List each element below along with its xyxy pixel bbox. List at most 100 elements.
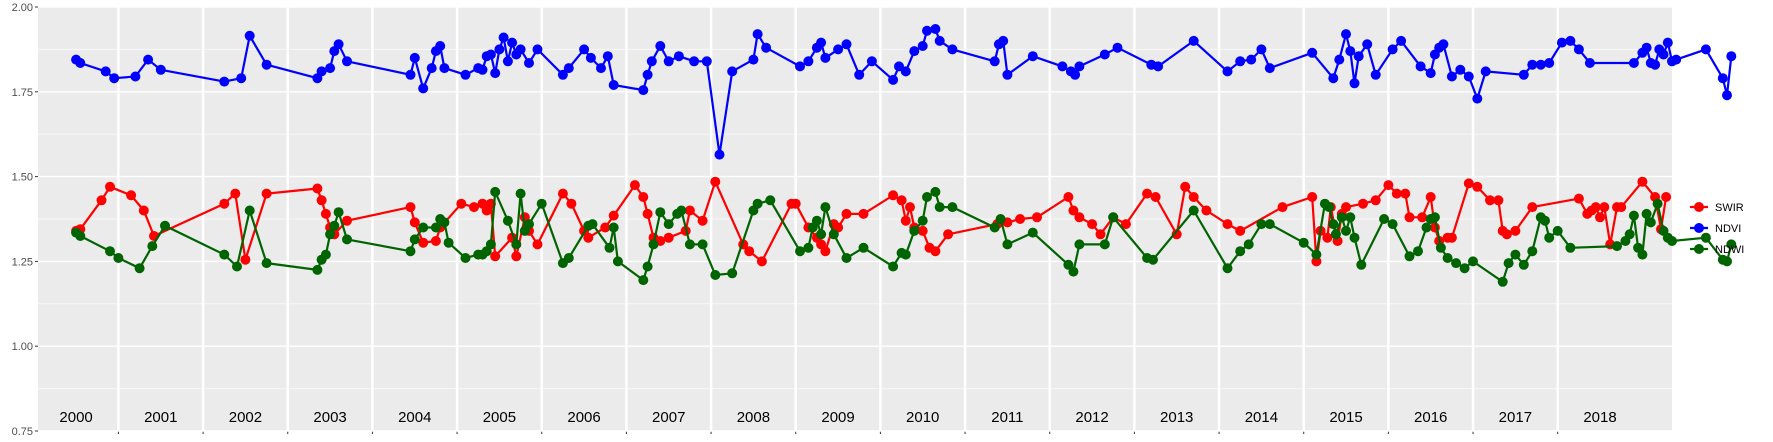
data-point — [646, 56, 657, 67]
data-point — [1717, 73, 1728, 84]
data-point — [947, 44, 958, 55]
legend-key-point — [1694, 223, 1704, 233]
data-point — [469, 202, 479, 213]
data-point — [1722, 90, 1732, 101]
data-point — [816, 37, 827, 48]
data-point — [1328, 219, 1339, 230]
data-point — [460, 253, 471, 263]
data-point — [1358, 198, 1368, 209]
data-point — [917, 215, 928, 226]
data-point — [1264, 219, 1275, 230]
data-point — [697, 239, 708, 250]
data-point — [1417, 212, 1428, 223]
data-point — [1027, 227, 1038, 238]
data-point — [1027, 51, 1038, 62]
data-point — [219, 249, 230, 260]
year-label: 2001 — [144, 409, 177, 426]
data-point — [1099, 49, 1110, 60]
data-point — [930, 246, 941, 257]
data-point — [841, 253, 852, 263]
data-point — [930, 24, 941, 34]
data-point — [995, 214, 1006, 224]
data-point — [1544, 58, 1555, 68]
data-point — [1612, 241, 1622, 252]
data-point — [312, 183, 323, 194]
data-point — [1341, 225, 1351, 236]
data-point — [418, 237, 429, 248]
data-point — [1356, 259, 1367, 270]
data-point — [673, 51, 684, 62]
data-point — [1349, 232, 1360, 243]
data-point — [1334, 54, 1345, 65]
legend-item-ndwi: NDWI — [1690, 244, 1744, 256]
data-point — [230, 188, 241, 199]
data-point — [1565, 242, 1576, 253]
data-point — [1256, 44, 1267, 55]
data-point — [1455, 64, 1466, 75]
data-point — [663, 219, 674, 230]
data-point — [1264, 63, 1275, 74]
data-point — [1074, 61, 1085, 72]
data-point — [1451, 258, 1462, 269]
year-label: 2010 — [906, 409, 939, 426]
data-point — [795, 246, 805, 257]
data-point — [113, 253, 124, 263]
data-point — [325, 63, 336, 74]
data-point — [1002, 239, 1013, 250]
data-point — [1032, 212, 1042, 223]
year-label: 2011 — [991, 409, 1023, 426]
data-point — [642, 208, 653, 219]
data-point — [1628, 58, 1639, 68]
data-point — [1624, 229, 1635, 240]
data-point — [1057, 61, 1068, 72]
data-point — [261, 188, 272, 199]
data-point — [430, 236, 441, 246]
data-point — [604, 242, 615, 253]
legend-key-point — [1694, 244, 1704, 254]
data-point — [752, 198, 763, 209]
data-point — [1370, 195, 1381, 206]
data-point — [761, 42, 772, 53]
data-point — [1463, 71, 1474, 82]
data-point — [439, 217, 450, 228]
data-point — [684, 239, 695, 250]
data-point — [608, 222, 619, 233]
legend-label: SWIR — [1715, 202, 1744, 214]
data-point — [602, 51, 613, 62]
data-point — [515, 44, 526, 55]
data-point — [105, 246, 115, 257]
data-point — [1243, 239, 1254, 250]
data-point — [1345, 46, 1356, 57]
data-point — [439, 63, 450, 74]
data-point — [1095, 229, 1106, 240]
data-point — [1658, 49, 1669, 60]
year-label: 2000 — [59, 409, 92, 426]
data-point — [418, 83, 429, 94]
data-point — [663, 232, 674, 243]
data-point — [888, 190, 899, 201]
data-point — [710, 176, 721, 187]
data-point — [130, 71, 141, 82]
year-label: 2005 — [483, 409, 516, 426]
data-point — [1527, 59, 1538, 70]
data-point — [1413, 246, 1423, 257]
data-point — [727, 268, 738, 279]
data-point — [1112, 42, 1123, 53]
year-label: 2004 — [398, 409, 431, 426]
data-point — [1565, 35, 1576, 46]
data-point — [435, 41, 446, 51]
data-point — [1700, 44, 1711, 55]
data-point — [1573, 193, 1584, 204]
data-point — [333, 39, 344, 50]
data-point — [557, 188, 568, 199]
y-tick-label: 2.00 — [12, 2, 33, 14]
data-point — [515, 188, 526, 199]
data-point — [96, 195, 107, 206]
data-point — [405, 202, 416, 213]
data-point — [1015, 214, 1026, 224]
data-point — [1235, 246, 1246, 257]
data-point — [490, 186, 501, 197]
data-point — [638, 275, 649, 286]
data-point — [917, 225, 928, 236]
